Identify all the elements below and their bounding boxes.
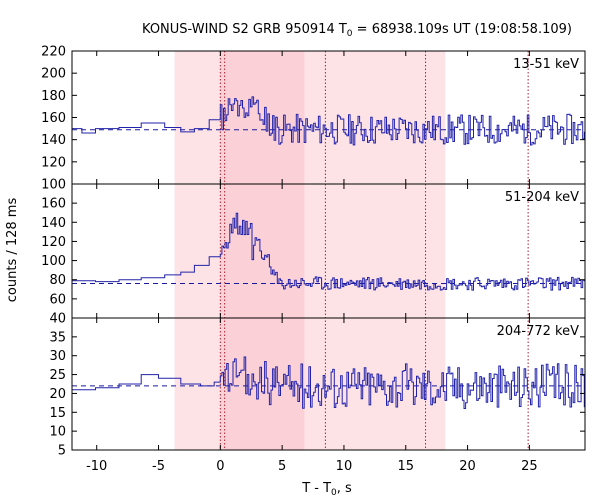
y-tick-label-2-3: 20	[49, 387, 66, 402]
shaded-interval-0	[174, 51, 446, 450]
y-tick-label-1-6: 160	[41, 197, 66, 212]
y-tick-label-1-4: 120	[41, 235, 66, 250]
light-curve-0	[72, 96, 585, 146]
y-tick-label-1-5: 140	[41, 216, 66, 231]
y-axis-label: counts / 128 ms	[5, 198, 20, 303]
y-tick-label-0-2: 140	[41, 133, 66, 148]
y-tick-label-1-1: 60	[49, 292, 66, 307]
y-tick-label-2-0: 5	[58, 444, 66, 459]
tick-marks	[72, 50, 585, 451]
x-tick-label-4: 10	[336, 459, 353, 474]
x-tick-label-2: 0	[216, 459, 224, 474]
chart-title-subscript: 0	[347, 29, 353, 39]
panel-frame-2	[71, 317, 586, 451]
shaded-intervals	[174, 51, 446, 450]
panel-label-2: 204-772 keV	[497, 324, 580, 339]
y-tick-label-0-5: 200	[41, 67, 66, 82]
y-tick-label-1-0: 40	[49, 312, 66, 327]
y-tick-label-2-4: 25	[49, 368, 66, 383]
panel-label-0: 13-51 keV	[513, 57, 579, 72]
panel-label-1: 51-204 keV	[505, 190, 579, 205]
y-tick-label-2-1: 10	[49, 425, 66, 440]
x-tick-label-3: 5	[278, 459, 286, 474]
y-tick-label-0-4: 180	[41, 89, 66, 104]
light-curves	[72, 96, 585, 409]
y-tick-label-0-1: 120	[41, 155, 66, 170]
y-tick-label-2-5: 30	[49, 349, 66, 364]
x-tick-label-7: 25	[521, 459, 538, 474]
y-tick-label-0-6: 220	[41, 45, 66, 60]
light-curve-1	[72, 212, 585, 291]
y-tick-label-2-2: 15	[49, 406, 66, 421]
light-curve-2	[72, 356, 585, 409]
x-axis-label-subscript: 0	[331, 488, 337, 498]
y-tick-label-0-0: 100	[41, 178, 66, 193]
x-tick-label-6: 20	[459, 459, 476, 474]
x-tick-label-5: 15	[397, 459, 414, 474]
y-tick-label-1-2: 80	[49, 273, 66, 288]
y-tick-label-0-3: 160	[41, 111, 66, 126]
x-tick-label-1: -5	[152, 459, 165, 474]
x-tick-label-0: -10	[86, 459, 107, 474]
x-axis-label: T - T0, s	[301, 481, 352, 498]
y-tick-label-2-6: 35	[49, 330, 66, 345]
chart-title: KONUS-WIND S2 GRB 950914 T0 = 68938.109s…	[142, 22, 572, 39]
y-tick-label-1-3: 100	[41, 254, 66, 269]
